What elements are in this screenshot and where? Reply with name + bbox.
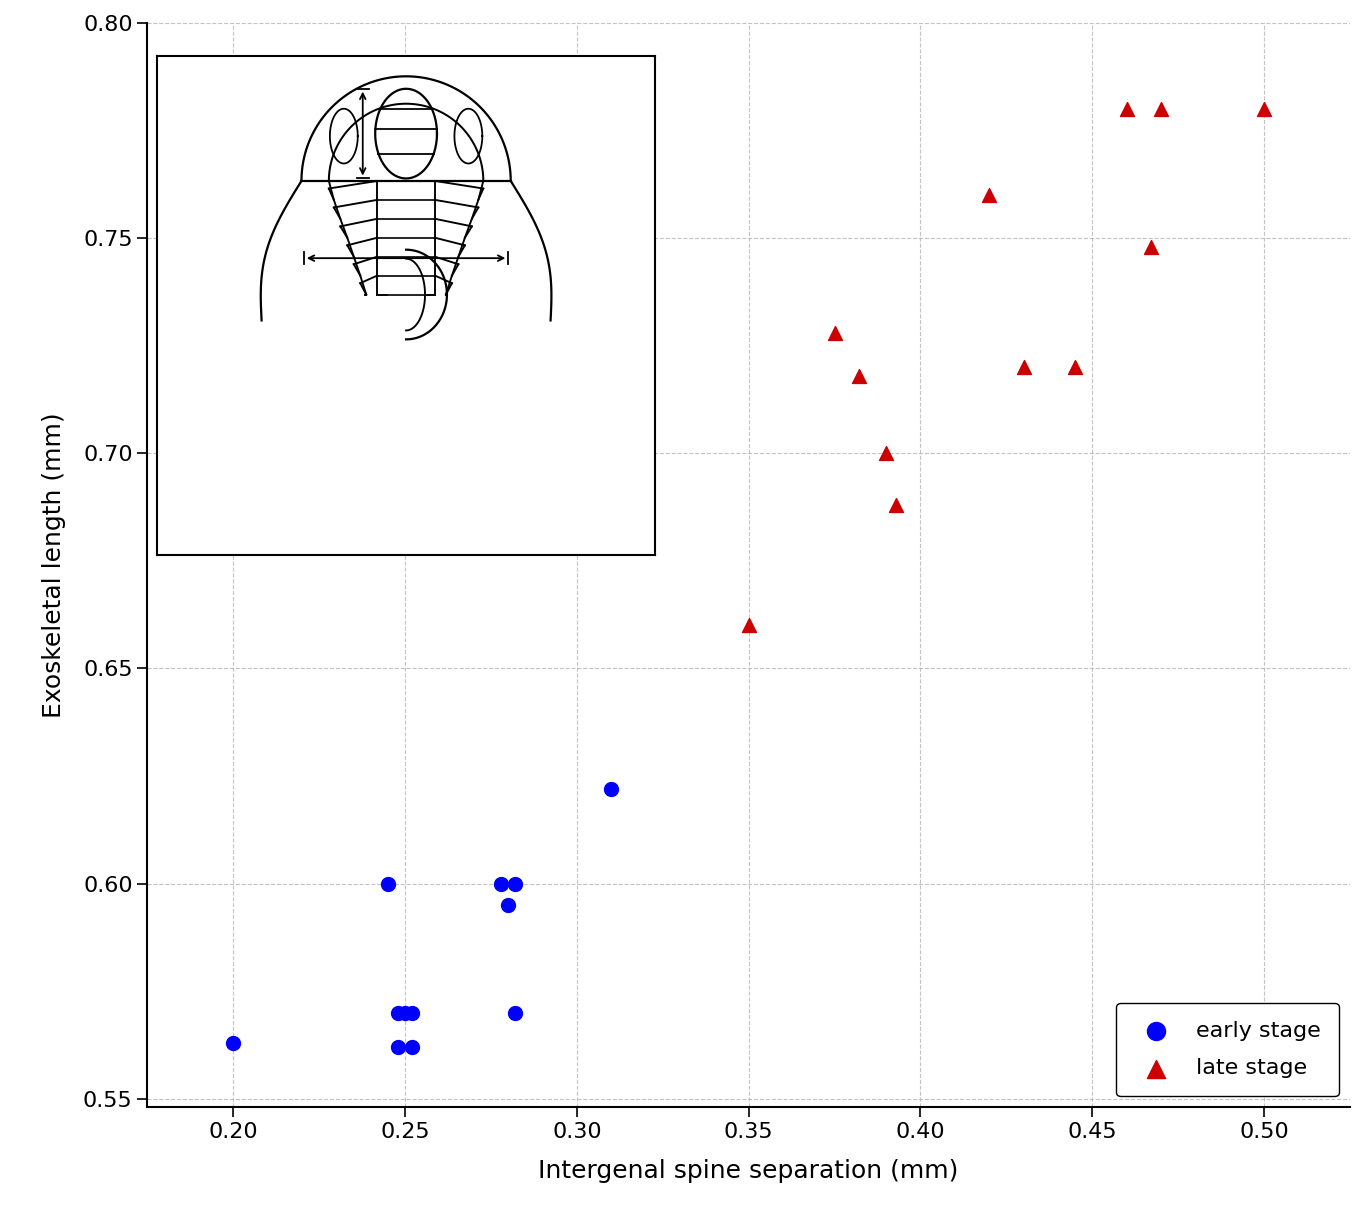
late stage xyxy=(1253,99,1275,119)
Legend: early stage, late stage: early stage, late stage xyxy=(1117,1003,1339,1096)
late stage xyxy=(979,186,1001,205)
early stage xyxy=(401,1003,423,1023)
late stage xyxy=(1115,99,1137,119)
late stage xyxy=(823,323,845,342)
late stage xyxy=(1151,99,1173,119)
early stage xyxy=(377,874,399,893)
early stage xyxy=(504,874,526,893)
late stage xyxy=(1013,358,1035,378)
late stage xyxy=(737,616,759,635)
early stage xyxy=(394,1003,416,1023)
late stage xyxy=(1065,358,1087,378)
early stage xyxy=(601,780,622,799)
early stage xyxy=(490,874,512,893)
early stage xyxy=(497,896,519,915)
early stage xyxy=(401,1037,423,1057)
early stage xyxy=(504,1003,526,1023)
early stage xyxy=(222,1033,244,1052)
X-axis label: Intergenal spine separation (mm): Intergenal spine separation (mm) xyxy=(538,1158,958,1183)
early stage xyxy=(388,1037,410,1057)
late stage xyxy=(875,444,897,463)
early stage xyxy=(388,1003,410,1023)
late stage xyxy=(1140,237,1162,257)
Y-axis label: Exoskeletal length (mm): Exoskeletal length (mm) xyxy=(42,412,67,719)
late stage xyxy=(848,367,870,386)
late stage xyxy=(886,495,908,514)
